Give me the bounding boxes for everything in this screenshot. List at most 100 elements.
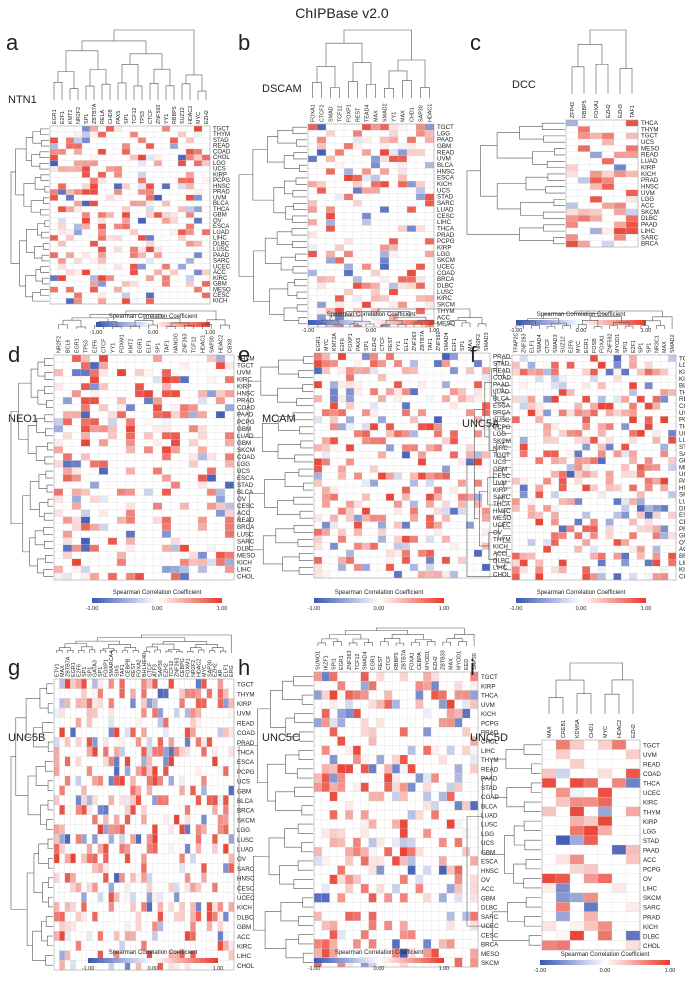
heatmap-cell <box>63 566 72 573</box>
heatmap-cell <box>645 485 653 492</box>
heatmap-cell <box>606 505 614 512</box>
heatmap-cell <box>82 270 90 276</box>
heatmap-cell <box>207 795 213 805</box>
heatmap-cell <box>330 564 338 571</box>
heatmap-cell <box>398 181 407 187</box>
dendrogram-branch <box>45 761 53 771</box>
heatmap-cell <box>170 252 178 258</box>
heatmap-cell <box>125 708 131 718</box>
heatmap-cell <box>87 854 93 864</box>
heatmap-cell <box>362 557 370 564</box>
heatmap-cell <box>566 209 578 215</box>
heatmap-cell <box>114 786 120 796</box>
heatmap-cell <box>621 355 629 362</box>
heatmap-cell <box>308 219 317 225</box>
heatmap-cell <box>66 264 74 270</box>
heatmap-cell <box>190 834 196 844</box>
heatmap-cell <box>162 411 171 418</box>
heatmap-cell <box>520 450 528 457</box>
heatmap-cell <box>566 133 578 139</box>
heatmap-cell <box>198 383 207 390</box>
dendrogram-branch <box>303 385 313 392</box>
heatmap-cell <box>135 524 144 531</box>
heatmap-cell <box>70 834 76 844</box>
dendrogram-branch <box>526 177 548 190</box>
heatmap-cell <box>458 543 466 550</box>
heatmap-cell <box>528 553 536 560</box>
heatmap-cell <box>216 475 225 482</box>
heatmap-cell <box>59 892 65 902</box>
heatmap-cell <box>146 178 154 184</box>
heatmap-cell <box>212 795 218 805</box>
heatmap-cell <box>598 505 606 512</box>
heatmap-cell <box>574 546 582 553</box>
heatmap-cell <box>98 902 104 912</box>
heatmap-cell <box>434 487 442 494</box>
heatmap-cell <box>74 143 82 149</box>
heatmap-cell <box>621 450 629 457</box>
heatmap-cell <box>99 390 108 397</box>
heatmap-cell <box>566 241 578 247</box>
heatmap-cell <box>189 510 198 517</box>
dendrogram-branch <box>284 156 299 169</box>
heatmap-cell <box>322 508 330 515</box>
heatmap-cell <box>626 241 638 247</box>
heatmap-cell <box>108 460 117 467</box>
heatmap-cell <box>637 369 645 376</box>
heatmap-cell <box>81 383 90 390</box>
heatmap-cell <box>99 418 108 425</box>
heatmap-cell <box>180 418 189 425</box>
heatmap-cell <box>520 416 528 423</box>
heatmap-cell <box>442 550 450 557</box>
heatmap-cell <box>125 922 131 932</box>
heatmap-cell <box>162 460 171 467</box>
heatmap-cell <box>344 130 353 136</box>
heatmap-cell <box>117 425 126 432</box>
heatmap-cell <box>154 206 162 212</box>
heatmap-cell <box>520 430 528 437</box>
heatmap-cell <box>170 264 178 270</box>
heatmap-cell <box>158 737 164 747</box>
heatmap-cell <box>170 275 178 281</box>
heatmap-cell <box>169 815 175 825</box>
heatmap-cell <box>362 529 370 536</box>
heatmap-cell <box>322 480 330 487</box>
heatmap-cell <box>317 219 326 225</box>
heatmap-cell <box>394 522 402 529</box>
heatmap-cell <box>82 287 90 293</box>
heatmap-cell <box>394 444 402 451</box>
heatmap-cell <box>317 156 326 162</box>
heatmap-cell <box>178 212 186 218</box>
heatmap-cell <box>614 396 622 403</box>
gene-label: UNC5B <box>8 732 45 744</box>
heatmap-cell <box>362 194 371 200</box>
heatmap-cell <box>344 156 353 162</box>
heatmap-cell <box>66 160 74 166</box>
heatmap-cell <box>425 264 434 270</box>
heatmap-cell <box>90 155 98 161</box>
heatmap-cell <box>130 281 138 287</box>
row-label: LUAD <box>237 846 254 853</box>
heatmap-cell <box>82 247 90 253</box>
heatmap-cell <box>602 177 614 183</box>
heatmap-cell <box>153 531 162 538</box>
panel-letter: b <box>238 30 250 55</box>
row-label: BRCA <box>237 808 255 815</box>
heatmap-cell <box>668 403 676 410</box>
dendrogram-branch <box>31 201 43 212</box>
row-label: LIHC <box>237 566 252 573</box>
heatmap-cell <box>660 498 668 505</box>
heatmap-cell <box>371 276 380 282</box>
heatmap-cell <box>185 776 191 786</box>
heatmap-cell <box>162 475 171 482</box>
heatmap-cell <box>170 143 178 149</box>
heatmap-cell <box>207 482 216 489</box>
heatmap-cell <box>130 155 138 161</box>
heatmap-cell <box>380 245 389 251</box>
dendrogram-branch <box>292 229 307 235</box>
heatmap-cell <box>314 395 322 402</box>
heatmap-cell <box>74 126 82 132</box>
row-label: SARC <box>237 538 255 545</box>
heatmap-cell <box>346 360 354 367</box>
heatmap-cell <box>90 482 99 489</box>
